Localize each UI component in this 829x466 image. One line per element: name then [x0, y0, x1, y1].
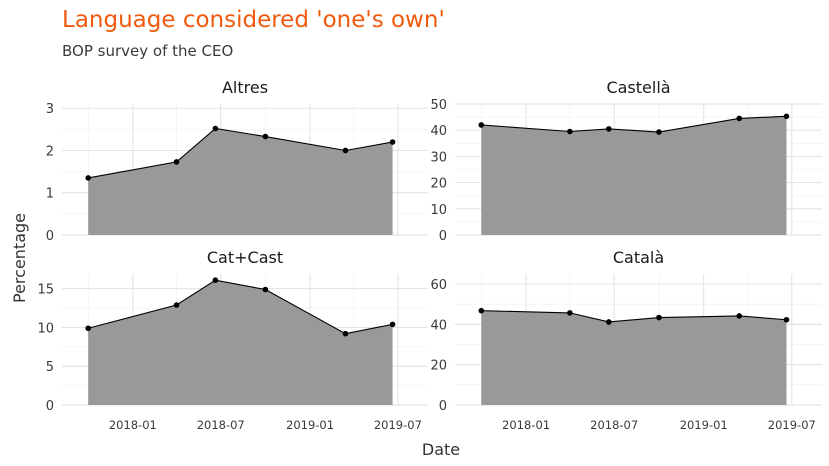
data-point [783, 113, 790, 120]
y-tick-label: 1 [46, 187, 54, 202]
data-point [783, 316, 790, 323]
y-tick-label: 0 [46, 399, 54, 414]
x-tick-label: 2018-07 [590, 418, 638, 432]
y-tick-label: 60 [430, 278, 447, 293]
data-point [85, 175, 92, 181]
area-fill [88, 128, 393, 235]
data-point [342, 330, 349, 337]
series-line [481, 115, 787, 133]
data-point [262, 133, 269, 140]
data-point [85, 325, 92, 332]
chart-title: Language considered 'one's own' [62, 7, 445, 33]
y-tick-label: 20 [430, 177, 447, 192]
y-tick-label: 2 [46, 144, 54, 159]
y-tick-label: 40 [430, 318, 447, 333]
data-point [389, 139, 396, 145]
x-tick-label: 2019-01 [680, 418, 728, 432]
data-point [173, 302, 180, 308]
y-tick-label: 5 [46, 360, 54, 375]
x-tick-label: 2019-01 [286, 418, 334, 432]
y-tick-label: 15 [37, 283, 54, 298]
y-tick-label: 3 [46, 102, 54, 117]
data-point [342, 147, 349, 154]
x-tick-label: 2018-01 [109, 418, 157, 432]
y-tick-label: 10 [37, 321, 54, 336]
data-point [212, 277, 219, 284]
data-point [389, 321, 396, 328]
y-tick-label: 20 [430, 359, 447, 374]
area-fill [481, 310, 787, 405]
data-point [656, 314, 662, 321]
y-tick-label: 40 [430, 124, 447, 139]
panel-strip-label: Català [613, 248, 664, 267]
y-tick-label: 10 [430, 203, 447, 218]
panel-strip-label: Cat+Cast [207, 248, 283, 267]
x-tick-label: 2018-01 [502, 418, 550, 432]
panel-3: 0 5 10 15 Cat+Cast 2018-01 2018-07 2019-01 2019-… [37, 248, 428, 432]
y-axis-title: Percentage [10, 213, 29, 303]
data-point [212, 125, 219, 132]
x-tick-label: 2019-07 [768, 418, 816, 432]
y-tick-label: 0 [439, 229, 447, 244]
y-tick-label: 50 [430, 98, 447, 113]
x-tick-label: 2018-07 [197, 418, 245, 432]
panel-4: 0 20 40 60 Català 2018-01 2018-07 2019-01 2019-0… [430, 248, 822, 432]
data-point [478, 122, 485, 128]
data-point [478, 307, 485, 314]
panel-1: 0 1 2 3 Altres [46, 78, 428, 244]
y-tick-label: 30 [430, 150, 447, 165]
panel-strip-label: Castellà [606, 78, 670, 97]
series-line [88, 279, 393, 335]
series-line [481, 310, 787, 323]
data-point [656, 129, 662, 135]
chart-subtitle: BOP survey of the CEO [62, 42, 234, 60]
y-tick-label: 0 [439, 399, 447, 414]
data-point [567, 128, 573, 135]
data-point [262, 286, 269, 293]
area-fill [481, 116, 787, 235]
panel-2: 0 10 20 30 40 50 Castellà [430, 78, 822, 244]
data-point [567, 310, 573, 316]
x-axis-title: Date [422, 440, 460, 459]
data-point [736, 313, 743, 319]
panel-strip-label: Altres [222, 78, 268, 97]
y-tick-label: 0 [46, 229, 54, 244]
data-point [606, 319, 612, 325]
data-point [173, 159, 180, 165]
data-point [606, 126, 612, 132]
area-fill [88, 280, 393, 405]
series-line [88, 127, 393, 179]
data-point [736, 115, 743, 122]
x-tick-label: 2019-07 [374, 418, 422, 432]
